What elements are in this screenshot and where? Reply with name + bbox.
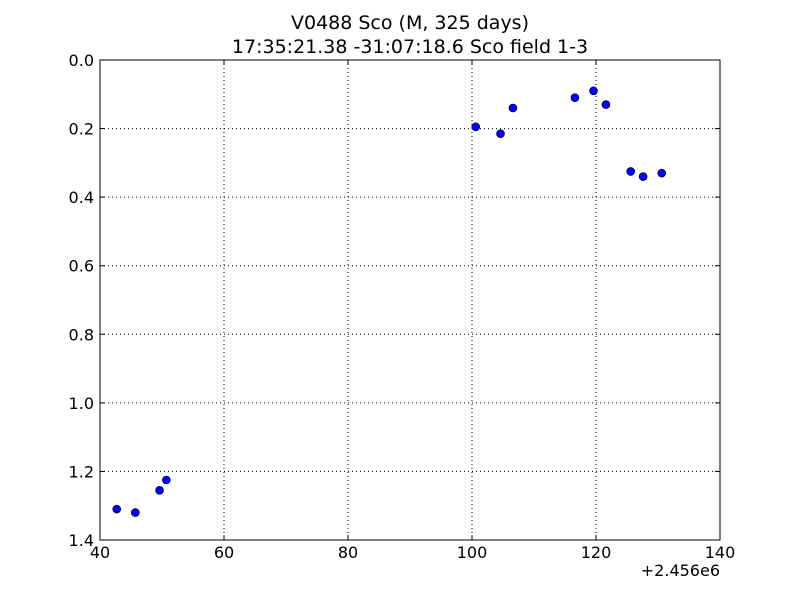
axis-ticks	[99, 59, 721, 541]
y-tick-label: 0.2	[69, 120, 94, 139]
data-point	[112, 504, 122, 514]
y-tick-label: 0.8	[69, 325, 94, 344]
data-point	[508, 103, 518, 113]
y-tick-label: 1.4	[69, 531, 94, 550]
data-point	[601, 100, 611, 109]
x-tick-label: 80	[338, 543, 358, 562]
x-tick-label: 140	[705, 543, 736, 562]
data-point	[638, 172, 648, 181]
data-point	[471, 122, 481, 132]
x-tick-label: 120	[581, 543, 612, 562]
y-tick-label: 0.0	[69, 51, 94, 70]
x-tick-label: 100	[457, 543, 488, 562]
x-tick-label: 40	[90, 543, 110, 562]
data-point	[155, 485, 164, 495]
y-tick-label: 1.2	[69, 462, 94, 481]
data-point	[131, 508, 140, 517]
x-axis-tick-labels: 40 60 80 100 120 140	[90, 543, 735, 562]
data-point	[626, 167, 636, 176]
data-point	[657, 168, 667, 178]
data-point	[162, 475, 171, 485]
chart-subtitle: 17:35:21.38 -31:07:18.6 Sco field 1-3	[232, 36, 588, 58]
y-axis-tick-labels: 0.0 0.2 0.4 0.6 0.8 1.0 1.2 1.4	[69, 51, 94, 550]
data-point	[589, 86, 598, 96]
y-tick-label: 0.4	[69, 188, 94, 207]
x-tick-label: 60	[214, 543, 234, 562]
y-tick-label: 0.6	[69, 257, 94, 276]
plot-area-frame	[99, 59, 721, 541]
data-point	[496, 129, 505, 139]
y-tick-label: 1.0	[69, 394, 94, 413]
chart-title: V0488 Sco (M, 325 days)	[291, 12, 529, 34]
data-points	[112, 86, 667, 517]
data-point	[570, 93, 580, 103]
x-axis-offset-label: +2.456e6	[641, 561, 720, 580]
grid-lines	[100, 60, 720, 540]
